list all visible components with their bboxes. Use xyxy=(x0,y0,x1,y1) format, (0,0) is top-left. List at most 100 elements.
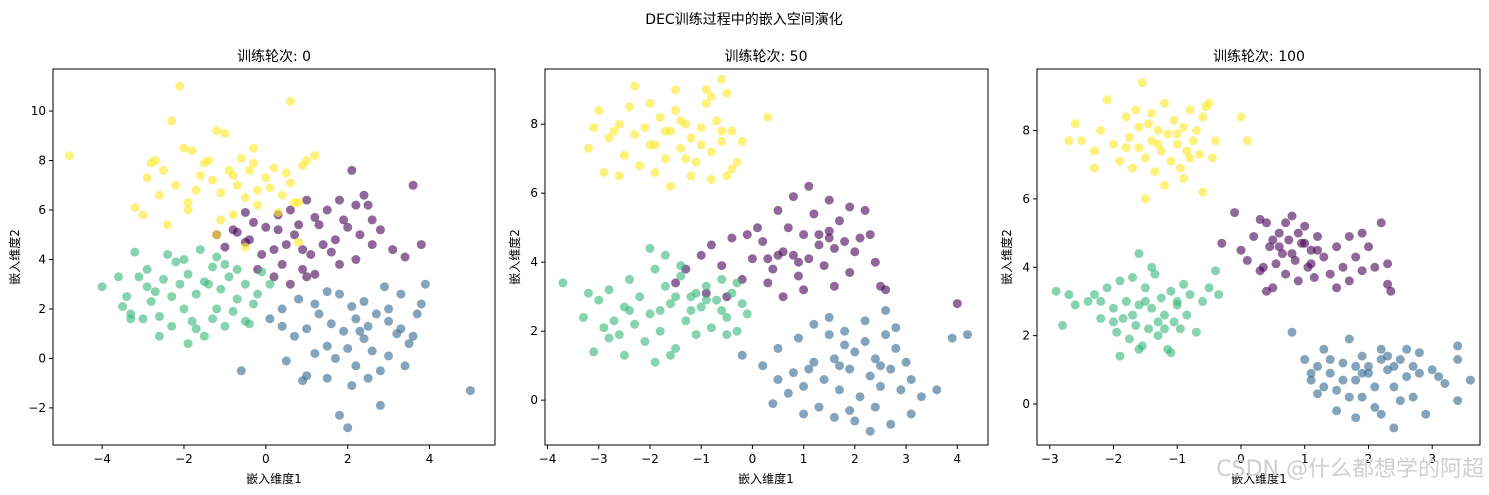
cluster-2-point xyxy=(167,321,177,331)
cluster-2-point xyxy=(97,282,107,292)
cluster-3-point xyxy=(175,81,185,91)
cluster-3-point xyxy=(1166,156,1176,166)
cluster-0-point xyxy=(696,250,706,260)
cluster-3-point xyxy=(696,123,706,133)
cluster-0-point xyxy=(294,220,304,230)
cluster-3-point xyxy=(220,128,230,138)
cluster-3-point xyxy=(179,143,189,153)
cluster-0-point xyxy=(1386,286,1396,296)
cluster-1-point xyxy=(901,357,911,367)
cluster-2-point xyxy=(614,330,624,340)
cluster-2-point xyxy=(249,299,258,309)
cluster-1-point xyxy=(343,344,353,353)
cluster-0-point xyxy=(1293,276,1303,286)
cluster-0-point xyxy=(1351,252,1361,262)
cluster-1-point xyxy=(408,331,418,341)
cluster-3-point xyxy=(138,210,148,220)
cluster-1-point xyxy=(1465,375,1475,385)
cluster-0-point xyxy=(302,195,312,205)
cluster-0-point xyxy=(1271,259,1281,269)
cluster-3-point xyxy=(630,130,640,139)
cluster-0-point xyxy=(881,285,891,295)
cluster-0-point xyxy=(794,257,803,267)
subplot-0-y-axis: −2 0 2 4 6 8 10 xyxy=(28,104,53,415)
cluster-0-point xyxy=(1258,262,1268,272)
cluster-0-point xyxy=(1236,245,1246,255)
cluster-2-point xyxy=(1096,314,1106,323)
cluster-1-point xyxy=(322,373,332,383)
cluster-2-point xyxy=(1172,296,1182,306)
cluster-3-point xyxy=(187,146,197,156)
cluster-1-point xyxy=(1351,361,1361,371)
cluster-0-point xyxy=(326,247,336,257)
cluster-3-point xyxy=(212,230,222,240)
subplot-2-points xyxy=(1051,78,1475,433)
cluster-2-point xyxy=(228,306,238,316)
cluster-1-point xyxy=(355,326,365,336)
cluster-1-point xyxy=(314,309,324,319)
cluster-0-point xyxy=(773,250,783,260)
cluster-0-point xyxy=(310,269,320,279)
cluster-0-point xyxy=(788,192,798,202)
cluster-0-point xyxy=(1313,245,1322,255)
cluster-3-point xyxy=(635,161,645,171)
cluster-2-point xyxy=(1153,331,1163,341)
cluster-1-point xyxy=(1344,334,1354,344)
cluster-1-point xyxy=(819,375,829,384)
cluster-2-point xyxy=(1147,262,1157,272)
cluster-3-point xyxy=(154,190,164,200)
cluster-0-point xyxy=(1370,262,1380,272)
cluster-1-point xyxy=(281,356,291,366)
cluster-1-point xyxy=(351,314,361,324)
y-tick-label: 2 xyxy=(38,302,46,316)
cluster-1-point xyxy=(783,388,793,398)
cluster-0-point xyxy=(794,271,803,281)
cluster-0-point xyxy=(799,230,809,240)
cluster-2-point xyxy=(232,294,242,304)
cluster-1-point xyxy=(1313,389,1322,399)
cluster-3-point xyxy=(676,116,686,126)
cluster-3-point xyxy=(1160,98,1169,108)
cluster-0-point xyxy=(240,208,250,217)
cluster-3-point xyxy=(212,126,222,136)
cluster-0-point xyxy=(1300,221,1310,231)
y-tick-label: 0 xyxy=(1022,397,1030,411)
x-tick-label: 0 xyxy=(749,452,757,466)
cluster-3-point xyxy=(167,116,177,126)
cluster-3-point xyxy=(1185,105,1195,115)
cluster-0-point xyxy=(1262,286,1271,296)
cluster-3-point xyxy=(232,180,242,190)
subplot-2-y-axis: 0 2 4 6 8 xyxy=(1022,124,1037,411)
cluster-1-point xyxy=(1370,382,1380,392)
cluster-0-point xyxy=(1383,279,1393,289)
cluster-1-point xyxy=(335,410,344,420)
cluster-2-point xyxy=(1182,310,1192,320)
cluster-3-point xyxy=(701,85,711,95)
subplot-1-x-axis: −4 −3 −2 −1 0 1 2 3 4 xyxy=(539,445,961,466)
cluster-0-point xyxy=(285,205,295,215)
cluster-1-point xyxy=(298,376,308,386)
cluster-0-point xyxy=(1290,255,1300,265)
cluster-3-point xyxy=(298,161,308,170)
subplot-2: 训练轮次: 100 −3 −2 −1 0 1 2 3 0 2 4 6 8 嵌入维度1 嵌入维度2 xyxy=(999,49,1481,486)
y-tick-label: 10 xyxy=(31,104,46,118)
cluster-1-point xyxy=(363,321,373,331)
cluster-0-point xyxy=(1300,238,1310,248)
cluster-1-point xyxy=(840,340,850,350)
cluster-1-point xyxy=(359,297,369,306)
cluster-1-point xyxy=(404,339,414,349)
cluster-3-point xyxy=(722,88,732,98)
cluster-0-point xyxy=(1332,283,1342,293)
cluster-0-point xyxy=(1364,242,1373,252)
cluster-3-point xyxy=(1109,139,1118,149)
cluster-2-point xyxy=(584,288,593,298)
cluster-1-point xyxy=(824,312,834,322)
cluster-0-point xyxy=(298,264,308,274)
cluster-3-point xyxy=(645,99,655,108)
figure-suptitle: DEC训练过程中的嵌入空间演化 xyxy=(645,12,842,28)
cluster-2-point xyxy=(660,281,670,291)
cluster-2-point xyxy=(666,299,675,309)
cluster-1-point xyxy=(1389,423,1399,433)
cluster-0-point xyxy=(824,195,834,205)
